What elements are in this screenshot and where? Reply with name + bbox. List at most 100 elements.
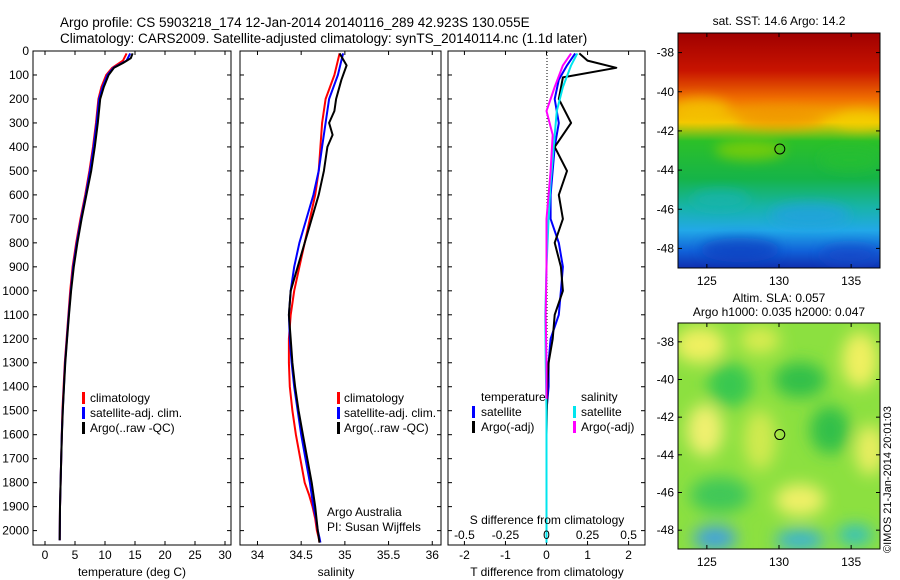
salinity-axis-label: salinity	[318, 565, 355, 579]
x-tick-label: -2	[459, 548, 470, 562]
series-line-argo	[287, 52, 348, 543]
figure-title-line1: Argo profile: CS 5903218_174 12-Jan-2014…	[60, 15, 530, 30]
lat-tick-label: -46	[657, 202, 675, 216]
depth-tick-label: 600	[9, 188, 29, 202]
series-line-argo	[58, 53, 134, 541]
salinity-axes-frame	[239, 50, 442, 546]
imos-watermark: ©IMOS 21-Jan-2014 20:01:03	[882, 406, 894, 553]
sla-field-texture	[678, 326, 880, 549]
legend-swatch-satellite-adj	[82, 407, 85, 419]
s-diff-tick-label: -0.5	[454, 528, 475, 542]
lon-tick-label: 125	[697, 274, 717, 288]
difference-depth-ticks	[448, 50, 645, 532]
legend-label-satellite-adj: satellite-adj. clim.	[344, 406, 436, 420]
x-tick-label: 36	[426, 548, 440, 562]
x-tick-label: 35.5	[377, 548, 401, 562]
s-diff-tick-label: 0.5	[620, 528, 637, 542]
lat-tick-label: -44	[657, 448, 675, 462]
figure-title-line2: Climatology: CARS2009. Satellite-adjuste…	[60, 31, 587, 46]
sla-map-subtitle: Argo h1000: 0.035 h2000: 0.047	[693, 305, 865, 319]
depth-tick-label: 0	[22, 44, 29, 58]
temperature-axis-label: temperature (deg C)	[78, 565, 186, 579]
sst-map-title: sat. SST: 14.6 Argo: 14.2	[713, 14, 846, 28]
t-difference-ticks: -2 -1 0 1 2	[459, 51, 632, 562]
sla-map-ticks: -38 -40 -42 -44 -46 -48 125 130 135	[657, 323, 880, 569]
x-tick-label: 0	[42, 548, 49, 562]
x-tick-label: -1	[500, 548, 511, 562]
x-tick-label: 1	[584, 548, 591, 562]
legend-swatch-s-satellite	[573, 406, 576, 418]
legend-swatch-s-argo	[573, 421, 576, 433]
lon-tick-label: 135	[841, 555, 861, 569]
x-tick-label: 2	[625, 548, 632, 562]
x-tick-label: 35	[338, 548, 352, 562]
lon-tick-label: 135	[841, 274, 861, 288]
lat-tick-label: -40	[657, 373, 675, 387]
depth-tick-label: 500	[9, 164, 29, 178]
x-tick-label: 20	[158, 548, 172, 562]
depth-tick-label: 1600	[2, 428, 29, 442]
legend-label-satellite-adj: satellite-adj. clim.	[90, 406, 182, 420]
lat-tick-label: -38	[657, 46, 675, 60]
temperature-profile-lines	[58, 52, 134, 541]
lat-tick-label: -42	[657, 124, 675, 138]
salinity-panel: 34 34.5 35 35.5 36 salinity climatology sate…	[239, 50, 442, 579]
depth-tick-label: 2000	[2, 524, 29, 538]
salinity-profile-lines	[287, 52, 348, 543]
x-tick-label: 5	[72, 548, 79, 562]
lon-tick-label: 130	[769, 555, 789, 569]
depth-tick-label: 1500	[2, 404, 29, 418]
lon-tick-label: 125	[697, 555, 717, 569]
temperature-legend: climatology satellite-adj. clim. Argo(..…	[82, 391, 182, 435]
legend-label-t-satellite: satellite	[481, 405, 522, 419]
s-diff-tick-label: -0.25	[492, 528, 520, 542]
lat-tick-label: -48	[657, 241, 675, 255]
difference-profile-lines	[544, 52, 618, 543]
salinity-axis-ticks: 34 34.5 35 35.5 36	[251, 51, 439, 562]
x-tick-label: 0	[543, 548, 550, 562]
depth-tick-label: 1900	[2, 500, 29, 514]
temperature-axes-frame	[32, 50, 232, 546]
difference-legend: temperature salinity satellite Argo(-adj…	[472, 390, 634, 434]
lat-tick-label: -44	[657, 163, 675, 177]
s-diff-tick-label: 0.25	[576, 528, 600, 542]
depth-tick-label: 1000	[2, 284, 29, 298]
temperature-axis-ticks: 0 5 10 15 20 25 30	[42, 51, 232, 562]
series-line-sal_satellite	[544, 52, 579, 543]
sst-map-panel: sat. SST: 14.6 Argo: 14.2 -38 -40 -42 -44 -4…	[657, 14, 881, 288]
difference-panel: -2 -1 0 1 2 temperature salinity satellite A…	[447, 50, 646, 579]
x-tick-label: 15	[128, 548, 142, 562]
legend-label-argo: Argo(..raw -QC)	[344, 421, 429, 435]
legend-title-salinity: salinity	[581, 390, 618, 404]
x-tick-label: 10	[98, 548, 112, 562]
legend-swatch-t-satellite	[472, 406, 475, 418]
depth-tick-label: 1800	[2, 476, 29, 490]
s-difference-ticks: -0.5 -0.25 0 0.25 0.5	[454, 528, 637, 542]
depth-tick-label: 900	[9, 260, 29, 274]
credit-line1: Argo Australia	[327, 505, 402, 519]
depth-axis-ticks: 0 100 200 300 400 500 600 700 800 900 1000 1100 1200…	[2, 44, 231, 538]
s-diff-tick-label: 0	[543, 528, 550, 542]
lat-tick-label: -40	[657, 85, 675, 99]
depth-tick-label: 300	[9, 116, 29, 130]
argo-location-marker	[774, 143, 786, 155]
lon-tick-label: 130	[769, 274, 789, 288]
legend-label-climatology: climatology	[344, 391, 404, 405]
sst-map-ticks: -38 -40 -42 -44 -46 -48 125 130 135	[657, 33, 880, 288]
s-difference-axis-label: S difference from climatology	[470, 513, 625, 527]
depth-tick-label: 400	[9, 140, 29, 154]
legend-swatch-argo	[337, 422, 340, 434]
salinity-legend: climatology satellite-adj. clim. Argo(..…	[337, 391, 436, 435]
t-difference-axis-label: T difference from climatology	[470, 565, 624, 579]
depth-tick-label: 1300	[2, 356, 29, 370]
legend-swatch-climatology	[337, 392, 340, 404]
depth-tick-label: 700	[9, 212, 29, 226]
salinity-depth-ticks	[240, 50, 441, 532]
legend-swatch-t-argo	[472, 421, 475, 433]
temperature-panel: 0100200300400500600700800900100011001200…	[2, 44, 232, 579]
credit-line2: PI: Susan Wijffels	[327, 520, 421, 534]
legend-title-temperature: temperature	[481, 390, 546, 404]
series-line-sal_argo	[544, 52, 572, 399]
lat-tick-label: -38	[657, 335, 675, 349]
lat-tick-label: -42	[657, 410, 675, 424]
